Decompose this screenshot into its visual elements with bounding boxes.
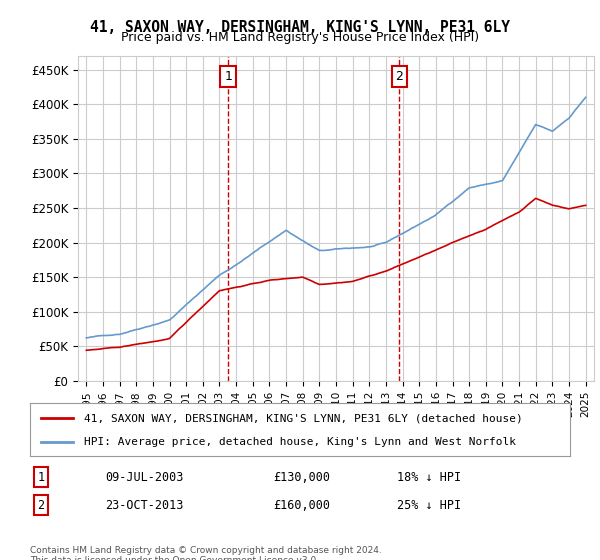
Text: Contains HM Land Registry data © Crown copyright and database right 2024.
This d: Contains HM Land Registry data © Crown c… bbox=[30, 546, 382, 560]
Text: 09-JUL-2003: 09-JUL-2003 bbox=[106, 471, 184, 484]
Text: 1: 1 bbox=[224, 70, 232, 83]
Text: HPI: Average price, detached house, King's Lynn and West Norfolk: HPI: Average price, detached house, King… bbox=[84, 436, 516, 446]
Text: 23-OCT-2013: 23-OCT-2013 bbox=[106, 499, 184, 512]
Text: £130,000: £130,000 bbox=[273, 471, 330, 484]
Text: 2: 2 bbox=[37, 499, 44, 512]
Text: 41, SAXON WAY, DERSINGHAM, KING'S LYNN, PE31 6LY: 41, SAXON WAY, DERSINGHAM, KING'S LYNN, … bbox=[90, 20, 510, 35]
Text: £160,000: £160,000 bbox=[273, 499, 330, 512]
Text: 2: 2 bbox=[395, 70, 403, 83]
Text: Price paid vs. HM Land Registry's House Price Index (HPI): Price paid vs. HM Land Registry's House … bbox=[121, 31, 479, 44]
Text: 18% ↓ HPI: 18% ↓ HPI bbox=[397, 471, 461, 484]
Text: 1: 1 bbox=[37, 471, 44, 484]
Text: 41, SAXON WAY, DERSINGHAM, KING'S LYNN, PE31 6LY (detached house): 41, SAXON WAY, DERSINGHAM, KING'S LYNN, … bbox=[84, 413, 523, 423]
Text: 25% ↓ HPI: 25% ↓ HPI bbox=[397, 499, 461, 512]
